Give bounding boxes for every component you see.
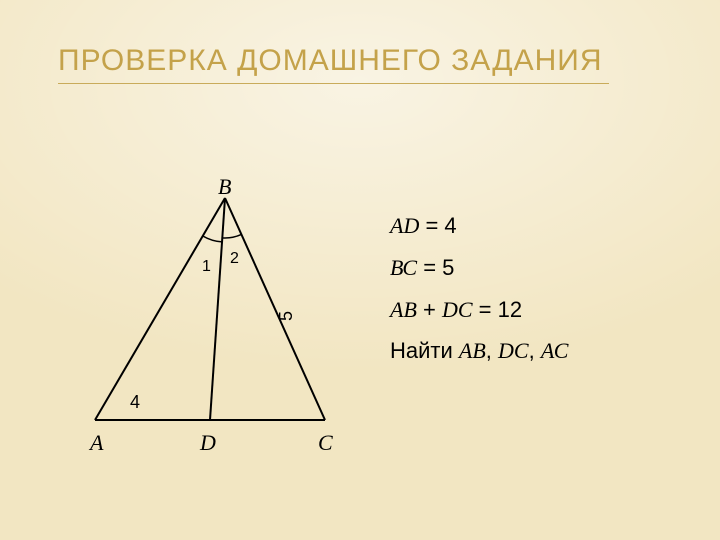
angle-label-1: 1 bbox=[202, 258, 211, 276]
segment-name: DC bbox=[498, 338, 529, 363]
given-line-2: ВС = 5 bbox=[390, 247, 568, 289]
vertex-label-c: С bbox=[318, 430, 333, 456]
given-line-1: АD = 4 bbox=[390, 205, 568, 247]
given-text: = 5 bbox=[417, 255, 454, 280]
given-text: = 12 bbox=[473, 297, 523, 322]
given-line-3: АВ + DC = 12 bbox=[390, 289, 568, 331]
find-line: Найти АВ, DC, АС bbox=[390, 330, 568, 372]
segment-name: АВ bbox=[390, 297, 417, 322]
segment-name: АС bbox=[541, 338, 569, 363]
given-text: + bbox=[417, 297, 442, 322]
segment-name: ВС bbox=[390, 255, 417, 280]
vertex-label-a: А bbox=[90, 430, 103, 456]
find-label: Найти bbox=[390, 338, 459, 363]
geometry-diagram bbox=[0, 0, 720, 540]
vertex-label-b: В bbox=[218, 174, 231, 200]
vertex-label-d: D bbox=[200, 430, 216, 456]
angle-label-2: 2 bbox=[230, 250, 239, 268]
segment-name: АD bbox=[390, 213, 419, 238]
edge-label-ad: 4 bbox=[130, 392, 140, 413]
segment-name: АВ bbox=[459, 338, 486, 363]
given-text: = 4 bbox=[419, 213, 456, 238]
segment-name: DC bbox=[442, 297, 473, 322]
edge-label-bc: 5 bbox=[276, 311, 297, 321]
given-block: АD = 4 ВС = 5 АВ + DC = 12 Найти АВ, DC,… bbox=[390, 205, 568, 372]
